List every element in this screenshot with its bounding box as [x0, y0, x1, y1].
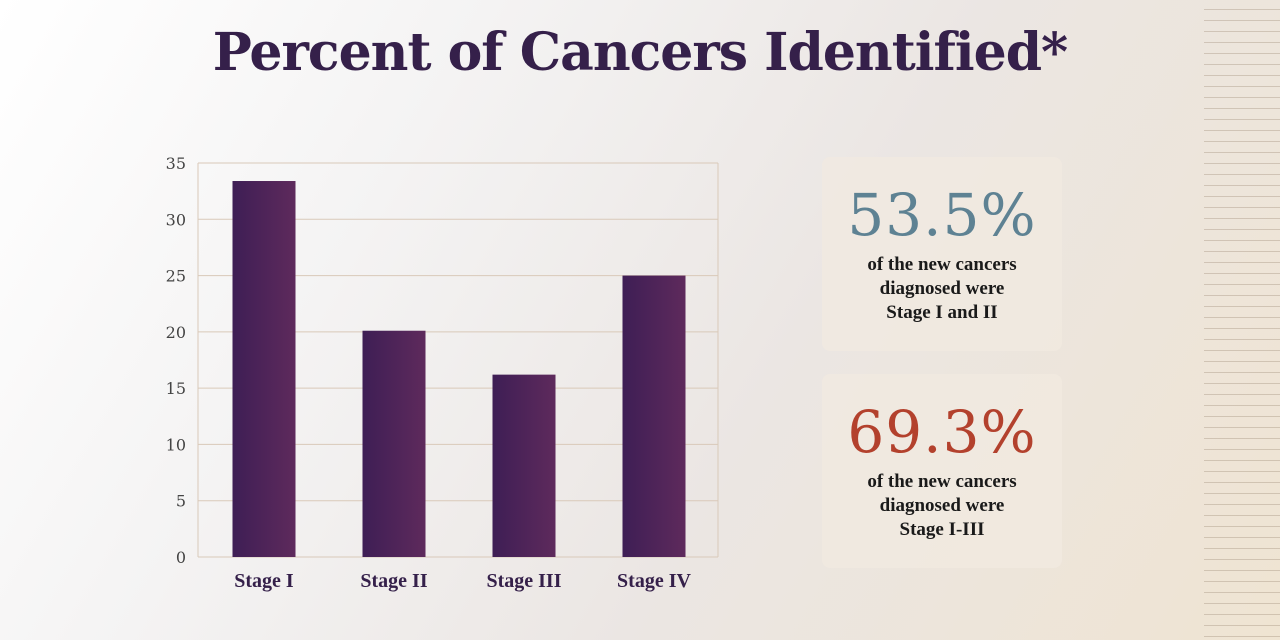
bar-stage-ii [362, 330, 426, 557]
stat-description-line: diagnosed were [879, 495, 1005, 516]
bar-stage-i [232, 181, 296, 558]
y-tick-label: 25 [166, 267, 186, 286]
stat-description: of the new cancers diagnosed were Stage … [822, 470, 1062, 542]
bar-stage-iii [492, 374, 556, 557]
x-tick-label: Stage I [234, 570, 294, 592]
x-axis-ticks: Stage I Stage II Stage III Stage IV [234, 570, 691, 592]
stat-description-line: of the new cancers [867, 254, 1017, 275]
bar-stage-iv [622, 275, 686, 557]
chart-title: Percent of Cancers Identified* [212, 22, 1069, 83]
decorative-stripes [1204, 0, 1280, 640]
stat-description: of the new cancers diagnosed were Stage … [822, 253, 1062, 325]
x-tick-label: Stage II [360, 570, 427, 592]
stat-description-line: of the new cancers [867, 471, 1017, 492]
stat-description-line: Stage I-III [899, 519, 985, 540]
stat-value: 69.3% [847, 398, 1037, 466]
y-tick-label: 0 [176, 548, 186, 567]
stat-value: 53.5% [847, 181, 1037, 249]
y-axis-ticks: 0 5 10 15 20 25 30 35 [166, 154, 186, 567]
y-tick-label: 30 [166, 210, 186, 229]
stat-description-line: diagnosed were [879, 278, 1005, 299]
y-tick-label: 5 [176, 492, 186, 511]
y-tick-label: 15 [166, 379, 186, 398]
y-tick-label: 20 [166, 323, 186, 342]
stat-card-stage-i-ii: 53.5% of the new cancers diagnosed were … [822, 157, 1062, 351]
y-tick-label: 35 [166, 154, 186, 173]
x-tick-label: Stage IV [617, 570, 691, 592]
stat-description-line: Stage I and II [886, 302, 998, 323]
stat-card-stage-i-iii: 69.3% of the new cancers diagnosed were … [822, 374, 1062, 568]
y-tick-label: 10 [166, 435, 186, 454]
bars [232, 181, 686, 558]
x-tick-label: Stage III [486, 570, 561, 592]
